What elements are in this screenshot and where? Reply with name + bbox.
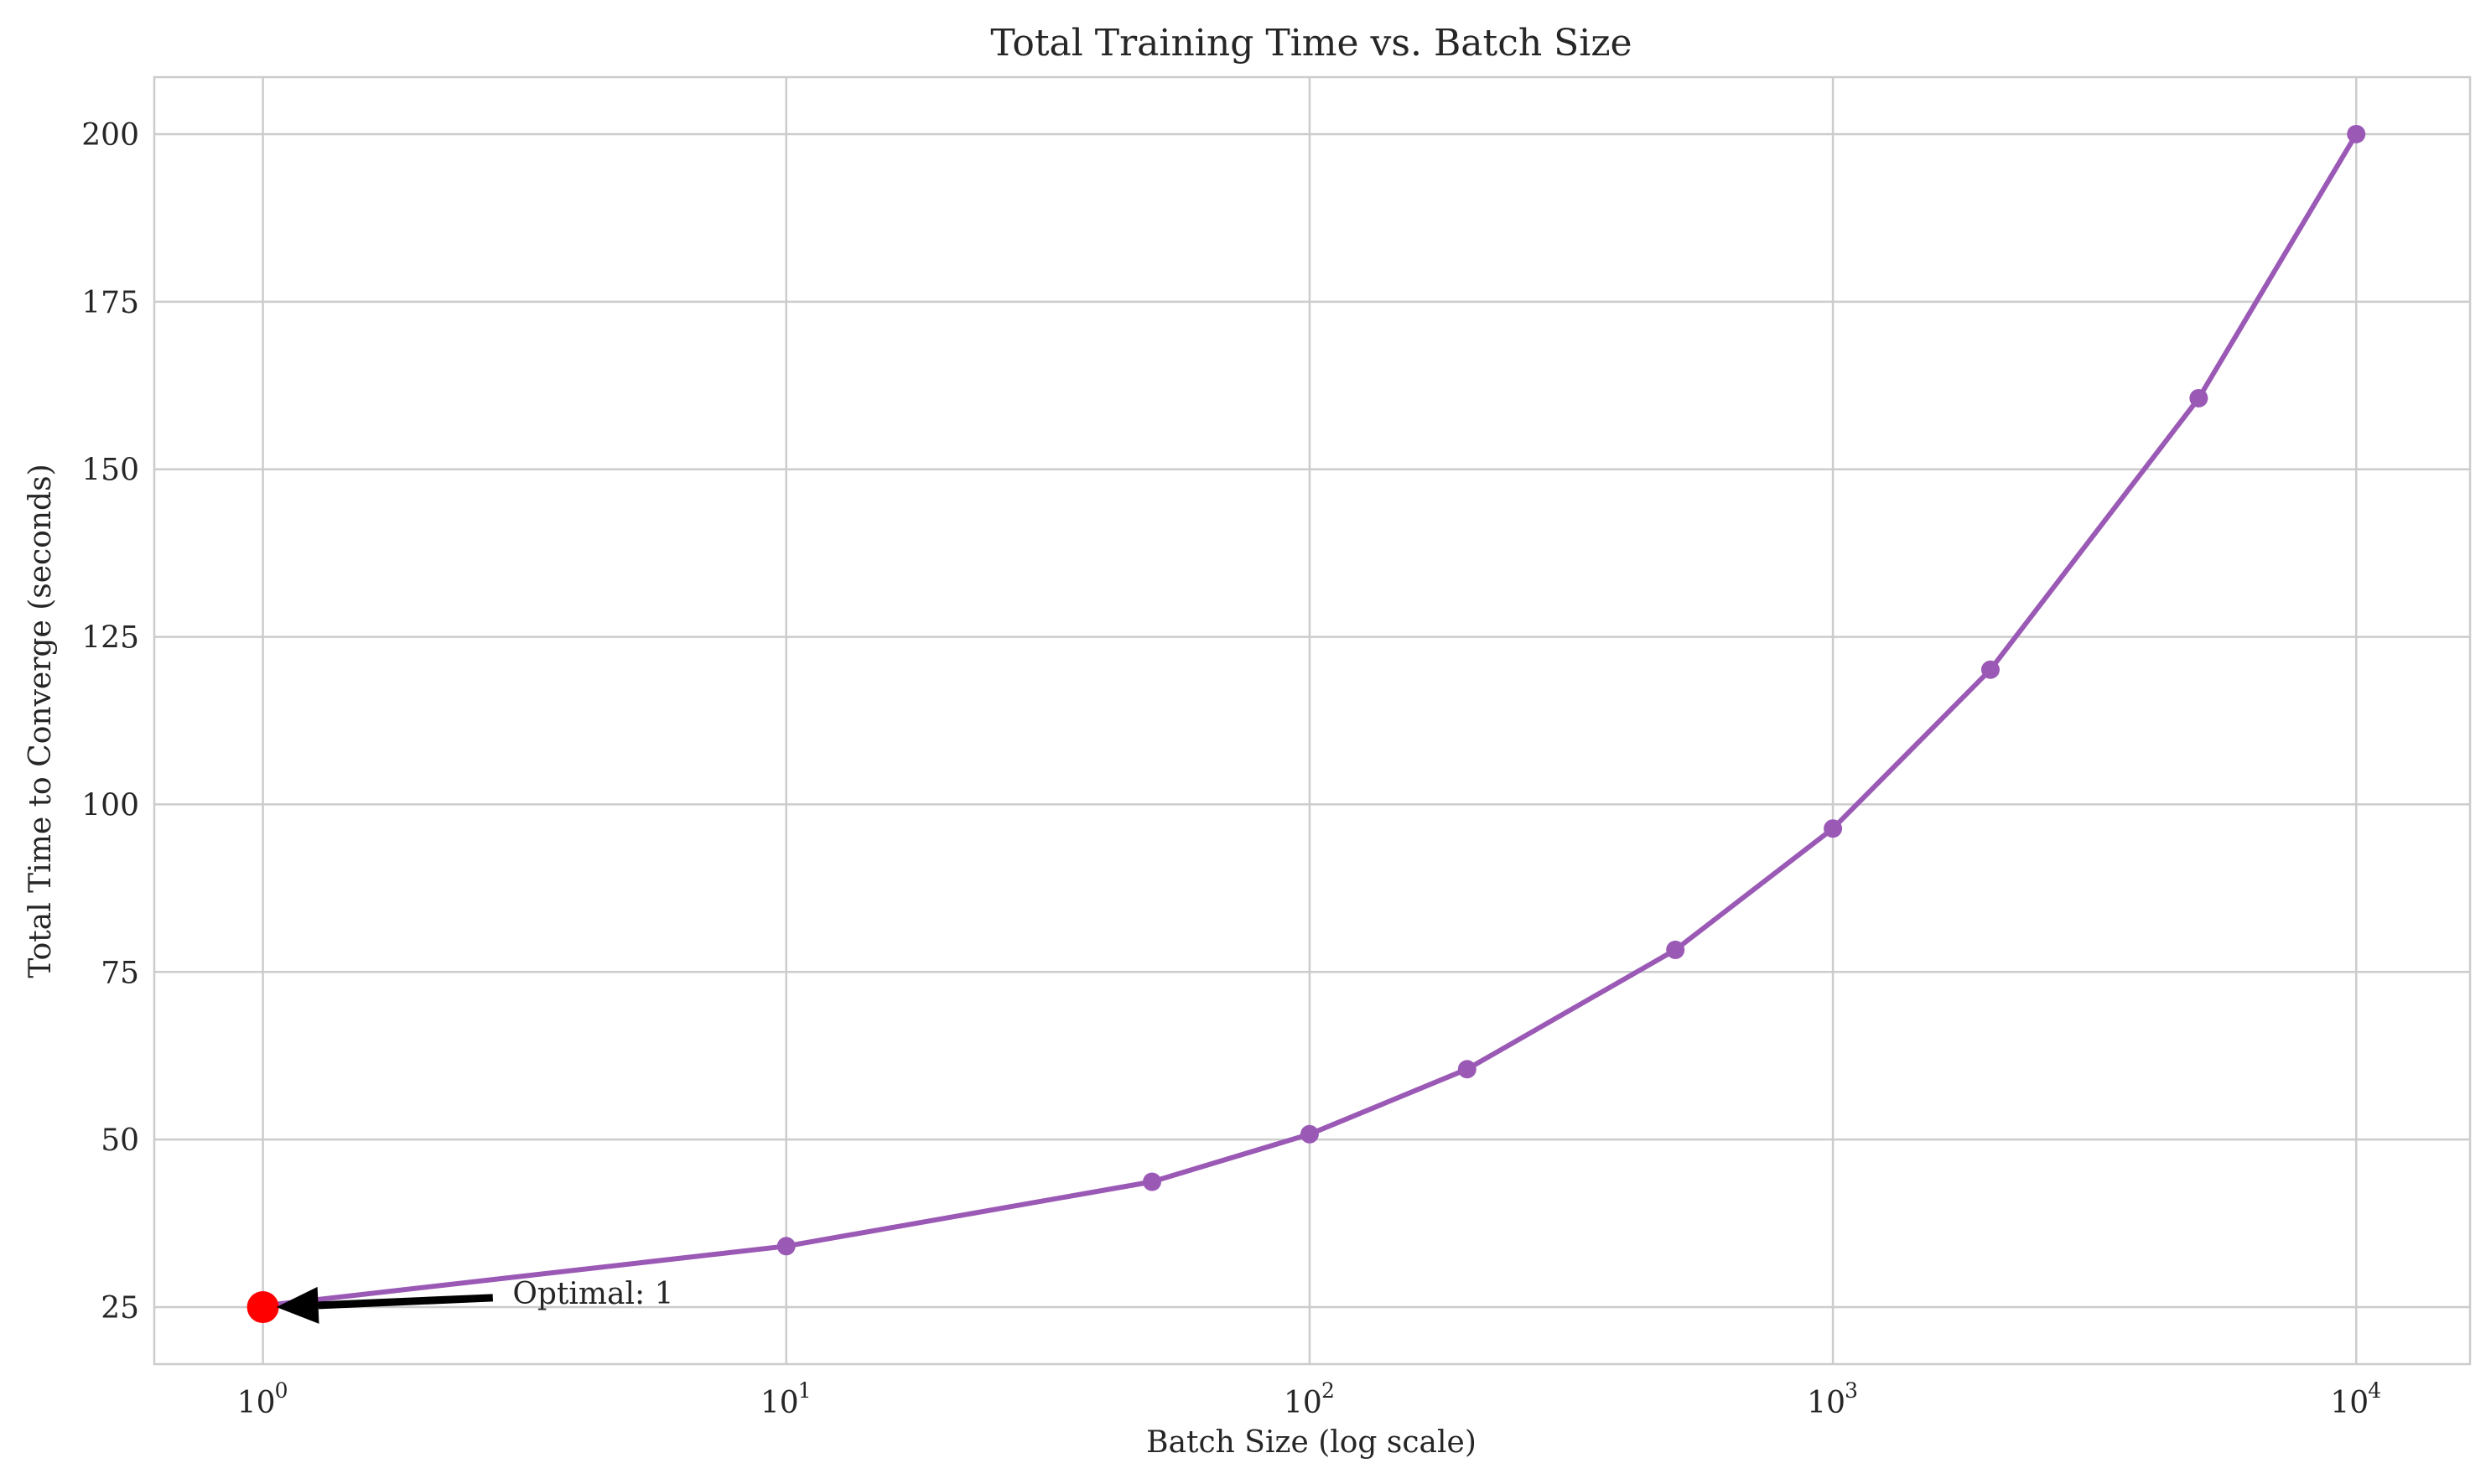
x-tick-exponent: 4 [2368, 1378, 2381, 1403]
y-tick-label: 50 [101, 1123, 139, 1158]
x-tick-base: 10 [2330, 1386, 2369, 1420]
data-point [2189, 388, 2208, 407]
annotation-layer: Optimal: 1 [276, 1277, 674, 1324]
y-tick-label: 150 [81, 454, 139, 488]
y-tick-label: 200 [81, 118, 139, 153]
data-point [1300, 1124, 1319, 1144]
optimal-point [247, 1291, 279, 1324]
y-tick-label: 125 [81, 621, 139, 656]
data-point [2347, 124, 2366, 143]
data-point [1457, 1060, 1476, 1079]
x-tick-exponent: 3 [1845, 1378, 1858, 1403]
y-tick-label: 100 [81, 788, 139, 822]
series-layer [247, 124, 2366, 1324]
x-tick-exponent: 0 [275, 1378, 288, 1403]
annotation-text: Optimal: 1 [512, 1277, 673, 1311]
x-tick-base: 10 [1807, 1386, 1845, 1420]
x-tick-label: 10 0 [237, 1378, 288, 1420]
data-point [1824, 819, 1843, 838]
x-tick-label: 10 4 [2330, 1378, 2381, 1420]
data-point [776, 1237, 796, 1256]
x-axis-label: Batch Size (log scale) [1146, 1425, 1476, 1460]
data-point [1980, 660, 2000, 679]
series-line [260, 132, 2359, 1309]
data-point [1143, 1172, 1162, 1191]
y-tick-label: 25 [101, 1291, 139, 1326]
x-tick-label: 10 3 [1807, 1378, 1858, 1420]
data-point [1666, 940, 1685, 959]
chart-title: Total Training Time vs. Batch Size [990, 22, 1632, 65]
grid-layer [154, 77, 2470, 1364]
x-tick-base: 10 [760, 1386, 799, 1420]
x-tick-label: 10 2 [1284, 1378, 1335, 1420]
y-axis-label: Total Time to Converge (seconds) [23, 464, 58, 978]
x-tick-base: 10 [237, 1386, 276, 1420]
y-tick-label: 175 [81, 286, 139, 320]
x-tick-label: 10 1 [760, 1378, 812, 1420]
plot-frame [153, 75, 2472, 1366]
annotation-arrow-head [276, 1286, 319, 1324]
y-tick-label: 75 [101, 956, 139, 990]
x-tick-base: 10 [1284, 1386, 1322, 1420]
x-tick-exponent: 2 [1321, 1378, 1335, 1403]
x-tick-exponent: 1 [798, 1378, 812, 1403]
annotation-arrow-shaft [318, 1294, 493, 1310]
